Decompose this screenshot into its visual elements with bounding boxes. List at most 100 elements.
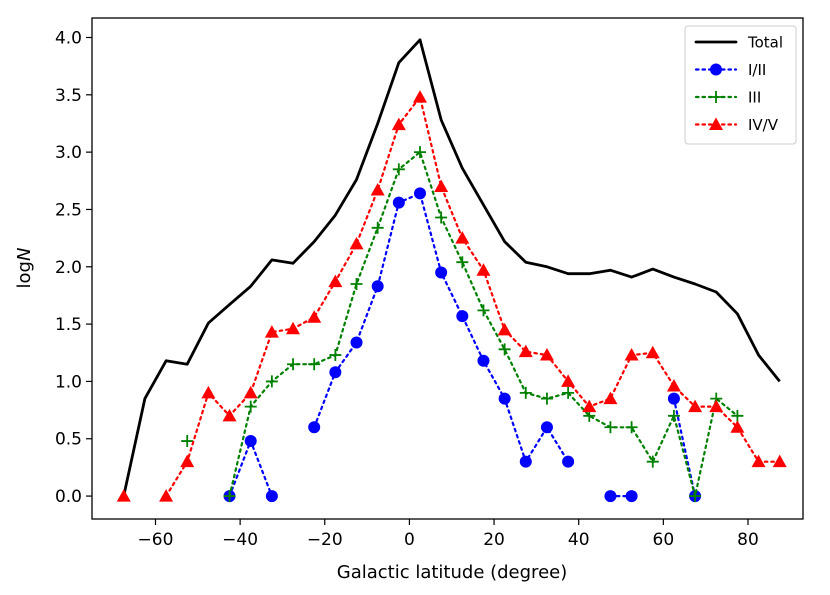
legend: Total I/II III IV/V [684,25,797,145]
data-point [646,455,659,468]
data-point [667,409,680,422]
data-point [244,435,257,448]
data-point [709,399,724,413]
data-point [159,489,174,502]
x-axis-ticks: −60 −40 −20 0 20 40 60 80 [138,519,759,550]
data-point [477,304,490,317]
legend-label: IV/V [748,116,779,134]
data-point [751,454,766,468]
y-tick-label: 0.0 [55,487,82,507]
y-tick-label: 2.0 [55,258,82,278]
series-iii [181,146,744,503]
legend-marker [710,91,722,103]
data-point [392,163,405,176]
data-point [689,490,702,503]
legend-label: Total [747,34,783,52]
data-point [350,277,363,290]
data-point [603,391,618,405]
data-point [624,348,639,361]
data-point [539,348,554,361]
data-point [392,196,405,209]
data-point [201,385,216,399]
x-tick-label: 40 [568,530,590,550]
y-tick-label: 4.0 [55,28,82,48]
data-point [476,263,491,276]
data-point [287,358,300,371]
legend-item: III [694,89,761,107]
data-point [518,344,533,358]
x-tick-label: 60 [653,530,675,550]
data-point [286,321,301,335]
data-point [435,266,448,279]
data-point [731,409,744,422]
data-point [350,336,363,349]
legend-item: I/II [694,61,766,79]
x-tick-label: −60 [138,530,174,550]
data-point [604,490,617,503]
x-tick-label: −20 [307,530,343,550]
data-point [371,280,384,293]
x-tick-label: 0 [404,530,415,550]
data-point [477,354,490,367]
data-point [498,392,511,405]
data-point [223,490,236,503]
y-tick-label: 1.0 [55,372,82,392]
data-point [497,322,512,336]
data-point [116,489,131,502]
data-point [265,490,278,503]
legend-marker [709,117,723,130]
legend-marker [710,63,722,76]
y-tick-label: 3.0 [55,143,82,163]
data-point [562,455,575,468]
data-point [604,421,617,434]
data-point [243,385,258,399]
legend-label: III [748,89,761,107]
y-tick-label: 0.5 [55,430,82,450]
data-point [329,349,342,362]
data-point [456,310,469,323]
data-point [181,435,194,448]
data-point [582,399,597,413]
legend-label: I/II [748,61,766,79]
data-point [540,392,553,405]
x-tick-label: 80 [737,530,759,550]
legend-item: IV/V [694,116,779,134]
data-point [328,274,343,288]
legend-item: Total [694,34,783,52]
data-point [435,211,448,224]
data-point [667,392,680,405]
data-point [413,187,426,200]
data-point [498,343,511,356]
data-point [562,386,575,399]
y-tick-label: 3.5 [55,86,82,106]
data-point [645,345,660,359]
data-point [180,454,195,468]
data-point [688,399,703,413]
data-point [412,90,427,103]
data-point [222,408,237,422]
x-tick-label: 20 [483,530,505,550]
data-point [413,146,426,159]
data-point [666,379,681,392]
data-point [370,182,385,196]
y-tick-label: 2.5 [55,200,82,220]
data-point [455,231,470,244]
data-point [561,374,576,387]
data-point [329,366,342,379]
data-point [308,358,321,371]
data-point [456,256,469,269]
y-tick-label: 1.5 [55,315,82,335]
series-total [122,38,781,497]
data-point [244,400,257,413]
data-point [434,179,449,193]
data-point [391,117,406,131]
data-point [625,490,638,503]
data-point [625,421,638,434]
data-point [308,421,321,434]
series-line-segment [122,38,781,497]
data-point [371,221,384,234]
series-iv-v [116,90,787,502]
x-axis-label: Galactic latitude (degree) [337,562,567,583]
data-point [519,455,532,468]
